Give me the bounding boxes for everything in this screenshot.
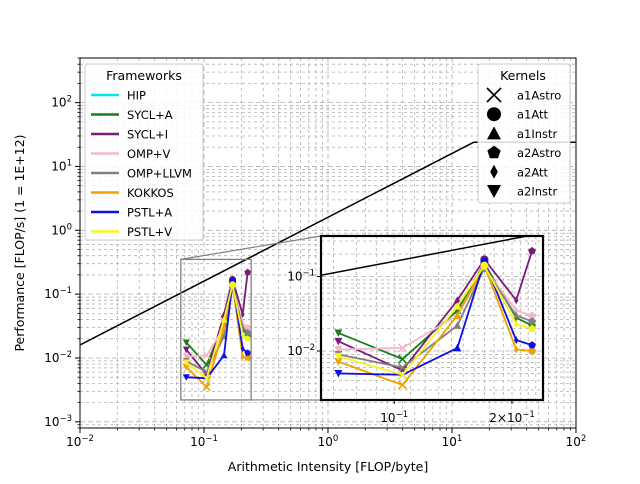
inset-x-tick-label: 10−1 [380, 410, 408, 425]
inset-background [321, 236, 543, 400]
y-tick-label: 10−1 [44, 286, 72, 301]
inset-y-tick-label: 10−1 [287, 269, 315, 284]
legend-label-OMP+V: OMP+V [127, 147, 171, 161]
legend-label-a2Att: a2Att [517, 165, 549, 179]
y-tick-label: 101 [51, 158, 72, 173]
legend-label-a1Instr: a1Instr [517, 127, 558, 141]
y-tick-label: 10−3 [44, 414, 72, 429]
legend-label-a1Astro: a1Astro [517, 89, 561, 103]
legend-label-a1Att: a1Att [517, 108, 549, 122]
x-tick-label: 100 [318, 434, 339, 449]
y-tick-label: 10−2 [44, 350, 72, 365]
x-tick-label: 101 [442, 434, 463, 449]
legend-kernels: Kernels a1Astro a1Att a1Instr a2Astro a2Att a… [478, 64, 570, 203]
x-tick-label: 102 [566, 434, 587, 449]
legend-label-PSTL+A: PSTL+A [127, 206, 172, 220]
legend-label-SYCL+A: SYCL+A [127, 108, 173, 122]
legend-label-OMP+LLVM: OMP+LLVM [127, 167, 192, 181]
y-tick-label: 100 [51, 222, 72, 237]
legend-kernels-title: Kernels [500, 68, 546, 83]
x-tick-label: 10−2 [66, 434, 94, 449]
legend-label-SYCL+I: SYCL+I [127, 128, 168, 142]
inset-x-tick-label: 2×10−1 [489, 410, 535, 425]
legend-label-a2Astro: a2Astro [517, 146, 561, 160]
x-tick-label: 10−1 [190, 434, 218, 449]
y-axis-label: Performance [FLOP/s] (1 = 1E+12) [12, 134, 27, 351]
legend-marker-a1Att [487, 107, 501, 121]
y-tick-label: 102 [51, 95, 72, 110]
legend-label-HIP: HIP [127, 89, 146, 103]
legend-frameworks: Frameworks HIP SYCL+A SYCL+I OMP+V OMP+LLVM K… [85, 64, 203, 240]
legend-label-PSTL+V: PSTL+V [127, 225, 172, 239]
point-PSTL+V-a1Att [480, 262, 488, 270]
legend-label-KOKKOS: KOKKOS [127, 186, 174, 200]
point-PSTL+V-a1Att [229, 281, 236, 288]
point-PSTL+A-a1Instr [221, 352, 228, 358]
legend-label-a2Instr: a2Instr [517, 185, 558, 199]
legend-frameworks-title: Frameworks [106, 68, 182, 83]
point-SYCL+I-a2Astro [244, 269, 251, 275]
x-axis-label: Arithmetic Intensity [FLOP/byte] [228, 459, 428, 474]
inset-y-tick-label: 10−2 [287, 343, 315, 358]
